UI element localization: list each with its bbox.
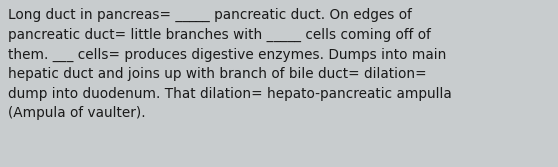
Text: Long duct in pancreas= _____ pancreatic duct. On edges of
pancreatic duct= littl: Long duct in pancreas= _____ pancreatic … xyxy=(8,8,452,120)
